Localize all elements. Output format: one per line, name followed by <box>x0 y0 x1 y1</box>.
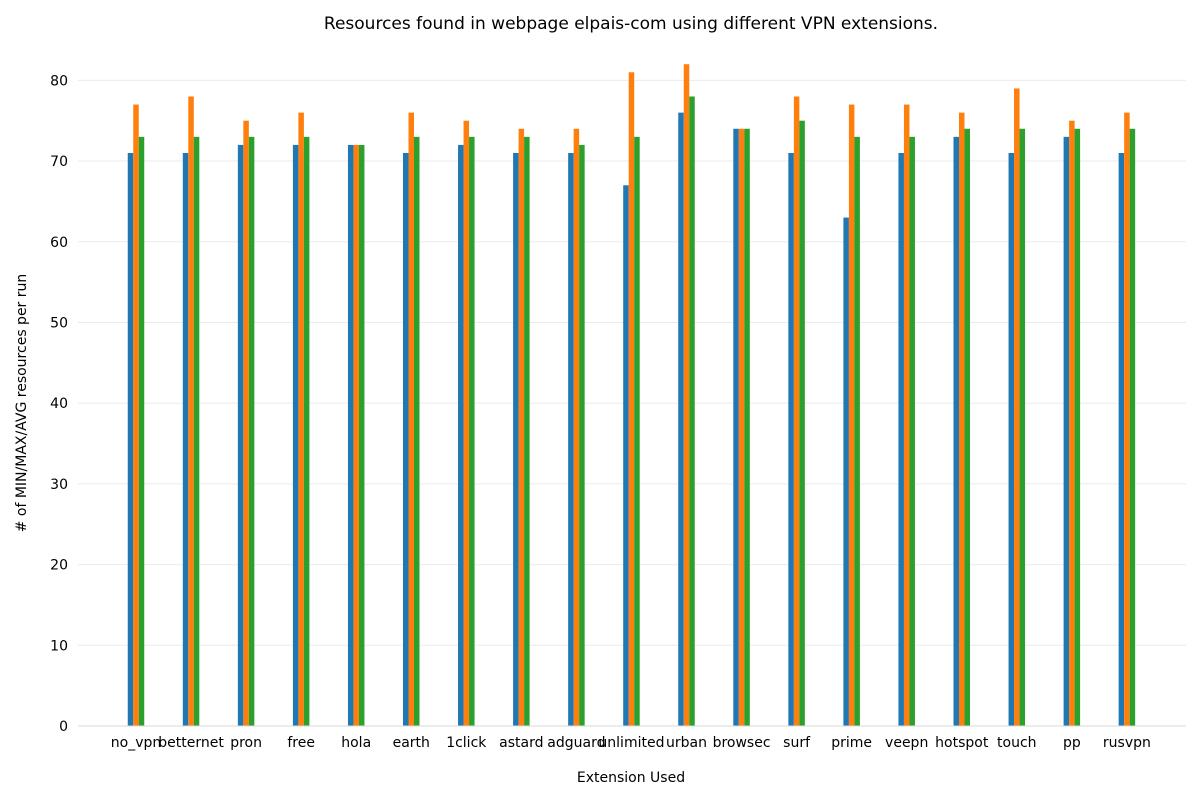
bar-1click-series-2 <box>463 120 470 727</box>
bar-unlimited-series-2 <box>628 72 635 727</box>
bar-urban-series-2 <box>683 64 690 726</box>
bar-pp-series-2 <box>1069 120 1075 727</box>
bar-pp-series-3 <box>1074 128 1081 726</box>
x-tick-label: urban <box>666 735 707 751</box>
x-tick-label: surf <box>783 735 811 751</box>
y-tick-label: 60 <box>50 235 68 251</box>
x-tick-label: betternet <box>158 735 224 751</box>
bar-betternet-series-3 <box>193 136 200 727</box>
bar-no_vpn-series-1 <box>127 152 134 727</box>
bar-pron-series-2 <box>243 120 249 727</box>
y-tick-label: 50 <box>50 315 68 331</box>
bar-hotspot-series-2 <box>959 112 965 726</box>
bar-veepn-series-1 <box>898 152 904 727</box>
y-tick-label: 70 <box>50 154 68 170</box>
x-tick-label: prime <box>831 735 872 751</box>
bar-veepn-series-3 <box>909 136 915 727</box>
bar-adguard-series-3 <box>579 144 585 726</box>
bar-betternet-series-1 <box>182 152 189 727</box>
bar-1click-series-1 <box>458 144 464 726</box>
bar-free-series-2 <box>298 112 304 726</box>
bar-adguard-series-1 <box>568 152 574 727</box>
bar-free-series-1 <box>292 144 299 726</box>
bar-adguard-series-2 <box>573 128 580 726</box>
bar-touch-series-1 <box>1008 152 1015 727</box>
bar-urban-series-1 <box>678 112 684 726</box>
bar-browsec-series-1 <box>733 128 739 726</box>
bar-hola-series-2 <box>353 144 359 726</box>
x-tick-label: browsec <box>713 735 771 751</box>
bar-earth-series-1 <box>403 152 409 727</box>
y-tick-label: 10 <box>50 638 68 654</box>
x-tick-label: no_vpn <box>111 735 161 751</box>
y-tick-label: 80 <box>50 73 68 89</box>
y-tick-label: 20 <box>50 558 68 574</box>
bar-astard-series-3 <box>524 136 530 727</box>
bar-unlimited-series-3 <box>634 136 640 727</box>
bars <box>127 64 1136 727</box>
bar-hola-series-3 <box>358 144 365 726</box>
bar-pron-series-1 <box>237 144 244 726</box>
bar-browsec-series-3 <box>744 128 750 726</box>
x-tick-label: pron <box>230 735 262 751</box>
bar-surf-series-1 <box>788 152 794 727</box>
bar-surf-series-3 <box>799 120 805 727</box>
bar-prime-series-1 <box>843 217 849 726</box>
bar-hotspot-series-3 <box>964 128 970 726</box>
bar-urban-series-3 <box>689 96 695 726</box>
x-axis-label: Extension Used <box>577 770 685 786</box>
bar-prime-series-3 <box>854 136 860 727</box>
x-tick-label: pp <box>1063 735 1081 751</box>
x-tick-label: hotspot <box>935 735 989 751</box>
bar-no_vpn-series-2 <box>133 104 139 727</box>
bar-pron-series-3 <box>248 136 255 727</box>
y-tick-label: 40 <box>50 396 68 412</box>
x-tick-label: astard <box>499 735 543 751</box>
bar-earth-series-3 <box>414 136 420 727</box>
bar-rusvpn-series-2 <box>1124 112 1130 726</box>
x-tick-label: earth <box>393 735 430 751</box>
bar-surf-series-2 <box>793 96 800 726</box>
chart-title: Resources found in webpage elpais-com us… <box>324 14 938 34</box>
bar-1click-series-3 <box>469 136 475 727</box>
x-tick-label: hola <box>341 735 371 751</box>
bar-astard-series-1 <box>513 152 519 727</box>
x-tick-label: veepn <box>885 735 928 751</box>
bar-prime-series-2 <box>848 104 855 727</box>
x-tick-label: adguard <box>547 735 605 751</box>
bar-touch-series-2 <box>1014 88 1020 727</box>
bar-no_vpn-series-3 <box>138 136 145 727</box>
bar-hotspot-series-1 <box>953 136 959 727</box>
bar-touch-series-3 <box>1019 128 1026 726</box>
bar-rusvpn-series-3 <box>1129 128 1136 726</box>
bar-unlimited-series-1 <box>623 185 629 727</box>
y-tick-label: 0 <box>59 719 68 735</box>
bar-browsec-series-2 <box>738 128 745 726</box>
y-tick-label: 30 <box>50 477 68 493</box>
bar-betternet-series-2 <box>188 96 194 726</box>
x-tick-label: rusvpn <box>1103 735 1151 751</box>
x-tick-label: 1click <box>446 735 487 751</box>
x-tick-label: free <box>287 735 315 751</box>
bar-free-series-3 <box>303 136 310 727</box>
x-tick-label: touch <box>997 735 1037 751</box>
bar-pp-series-1 <box>1063 136 1070 727</box>
bar-astard-series-2 <box>518 128 525 726</box>
y-axis-label: # of MIN/MAX/AVG resources per run <box>14 274 30 533</box>
y-tick-labels: 0 10 20 30 40 50 60 70 80 <box>50 73 68 735</box>
x-tick-label: unlimited <box>598 735 664 751</box>
bar-veepn-series-2 <box>903 104 910 727</box>
bar-earth-series-2 <box>408 112 414 726</box>
bar-rusvpn-series-1 <box>1118 152 1125 727</box>
bar-hola-series-1 <box>347 144 354 726</box>
